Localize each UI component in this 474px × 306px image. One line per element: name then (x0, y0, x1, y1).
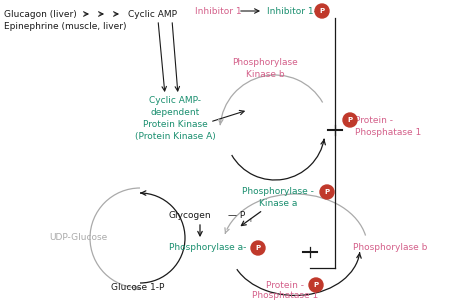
Text: Inhibitor 1-: Inhibitor 1- (267, 6, 317, 16)
Text: Phosphatase 1: Phosphatase 1 (355, 128, 421, 136)
Text: Inhibitor 1: Inhibitor 1 (195, 6, 242, 16)
Text: Protein -: Protein - (266, 281, 304, 289)
Text: Phosphorylase -: Phosphorylase - (242, 188, 314, 196)
Text: i: i (249, 218, 251, 222)
Text: Glucagon (liver): Glucagon (liver) (4, 9, 77, 18)
Text: dependent: dependent (150, 107, 200, 117)
Text: Kinase a: Kinase a (259, 200, 297, 208)
Text: (Protein Kinase A): (Protein Kinase A) (135, 132, 215, 140)
Text: P: P (319, 8, 325, 14)
Circle shape (343, 113, 357, 127)
Circle shape (315, 4, 329, 18)
Text: P: P (324, 189, 329, 195)
Text: Cyclic AMP-: Cyclic AMP- (149, 95, 201, 105)
Text: Protein Kinase: Protein Kinase (143, 120, 207, 129)
Text: Epinephrine (muscle, liver): Epinephrine (muscle, liver) (4, 21, 127, 31)
Text: Phosphorylase a-: Phosphorylase a- (169, 244, 246, 252)
Text: — P: — P (228, 211, 245, 219)
Text: Phosphorylase: Phosphorylase (232, 58, 298, 66)
Text: P: P (255, 245, 261, 251)
Circle shape (309, 278, 323, 292)
Circle shape (320, 185, 334, 199)
Text: Phosphatase 1: Phosphatase 1 (252, 292, 318, 300)
Text: Kinase b: Kinase b (246, 69, 284, 79)
Text: Protein -: Protein - (355, 115, 393, 125)
Text: Cyclic AMP: Cyclic AMP (128, 9, 177, 18)
Text: Phosphorylase b: Phosphorylase b (353, 244, 427, 252)
Text: UDP-Glucose: UDP-Glucose (49, 233, 107, 242)
Text: P: P (347, 117, 353, 123)
Text: P: P (313, 282, 319, 288)
Circle shape (251, 241, 265, 255)
Text: Glucose 1-P: Glucose 1-P (111, 283, 164, 293)
Text: Glycogen: Glycogen (169, 211, 211, 219)
